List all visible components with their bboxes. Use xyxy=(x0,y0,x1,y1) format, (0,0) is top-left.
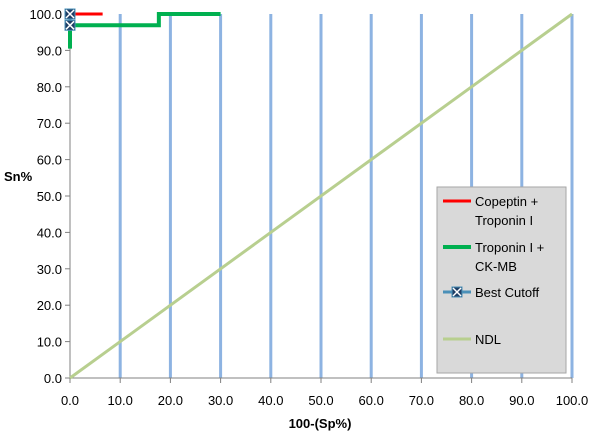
y-tick-label: 40.0 xyxy=(37,225,62,240)
x-tick-label: 90.0 xyxy=(509,393,534,408)
x-tick-label: 50.0 xyxy=(308,393,333,408)
legend-marker-x xyxy=(452,287,462,297)
legend: Copeptin + Troponin I Troponin I + CK-MB Bes… xyxy=(436,186,567,374)
x-tick-label: 70.0 xyxy=(409,393,434,408)
best-cutoff-marker xyxy=(64,19,76,31)
series-layer xyxy=(64,8,573,380)
legend-box xyxy=(436,186,567,374)
y-tick-label: 50.0 xyxy=(37,189,62,204)
y-tick-label: 10.0 xyxy=(37,335,62,350)
y-tick-label: 0.0 xyxy=(44,371,62,386)
series-line-ndl xyxy=(69,12,573,380)
x-axis-title: 100-(Sp%) xyxy=(289,416,352,431)
x-tick-label: 40.0 xyxy=(258,393,283,408)
best-cutoff-marker xyxy=(64,8,76,20)
marker-x xyxy=(65,9,75,19)
legend-label: Troponin I + xyxy=(475,240,544,255)
x-tick-label: 20.0 xyxy=(158,393,183,408)
x-tick-label: 10.0 xyxy=(108,393,133,408)
legend-label: Copeptin + xyxy=(475,194,538,209)
legend-label: NDL xyxy=(475,332,501,347)
x-tick-label: 60.0 xyxy=(359,393,384,408)
x-tick-label: 100.0 xyxy=(556,393,589,408)
ticks-layer: 0.0 10.0 20.0 30.0 40.0 50.0 60.0 70.0 80.0 90.0 1… xyxy=(29,7,588,408)
series-line-troponin-i-ck-mb xyxy=(68,12,221,49)
x-tick-label: 0.0 xyxy=(61,393,79,408)
legend-label: Best Cutoff xyxy=(475,285,539,300)
x-tick-label: 30.0 xyxy=(208,393,233,408)
y-tick-label: 100.0 xyxy=(29,7,62,22)
y-tick-label: 60.0 xyxy=(37,153,62,168)
legend-label: CK-MB xyxy=(475,259,517,274)
y-tick-label: 70.0 xyxy=(37,116,62,131)
legend-label: Troponin I xyxy=(475,213,533,228)
y-tick-label: 20.0 xyxy=(37,298,62,313)
y-axis-title: Sn% xyxy=(4,169,33,184)
y-tick-label: 30.0 xyxy=(37,262,62,277)
y-tick-label: 90.0 xyxy=(37,43,62,58)
x-tick-label: 80.0 xyxy=(459,393,484,408)
marker-x xyxy=(65,20,75,30)
y-tick-label: 80.0 xyxy=(37,80,62,95)
